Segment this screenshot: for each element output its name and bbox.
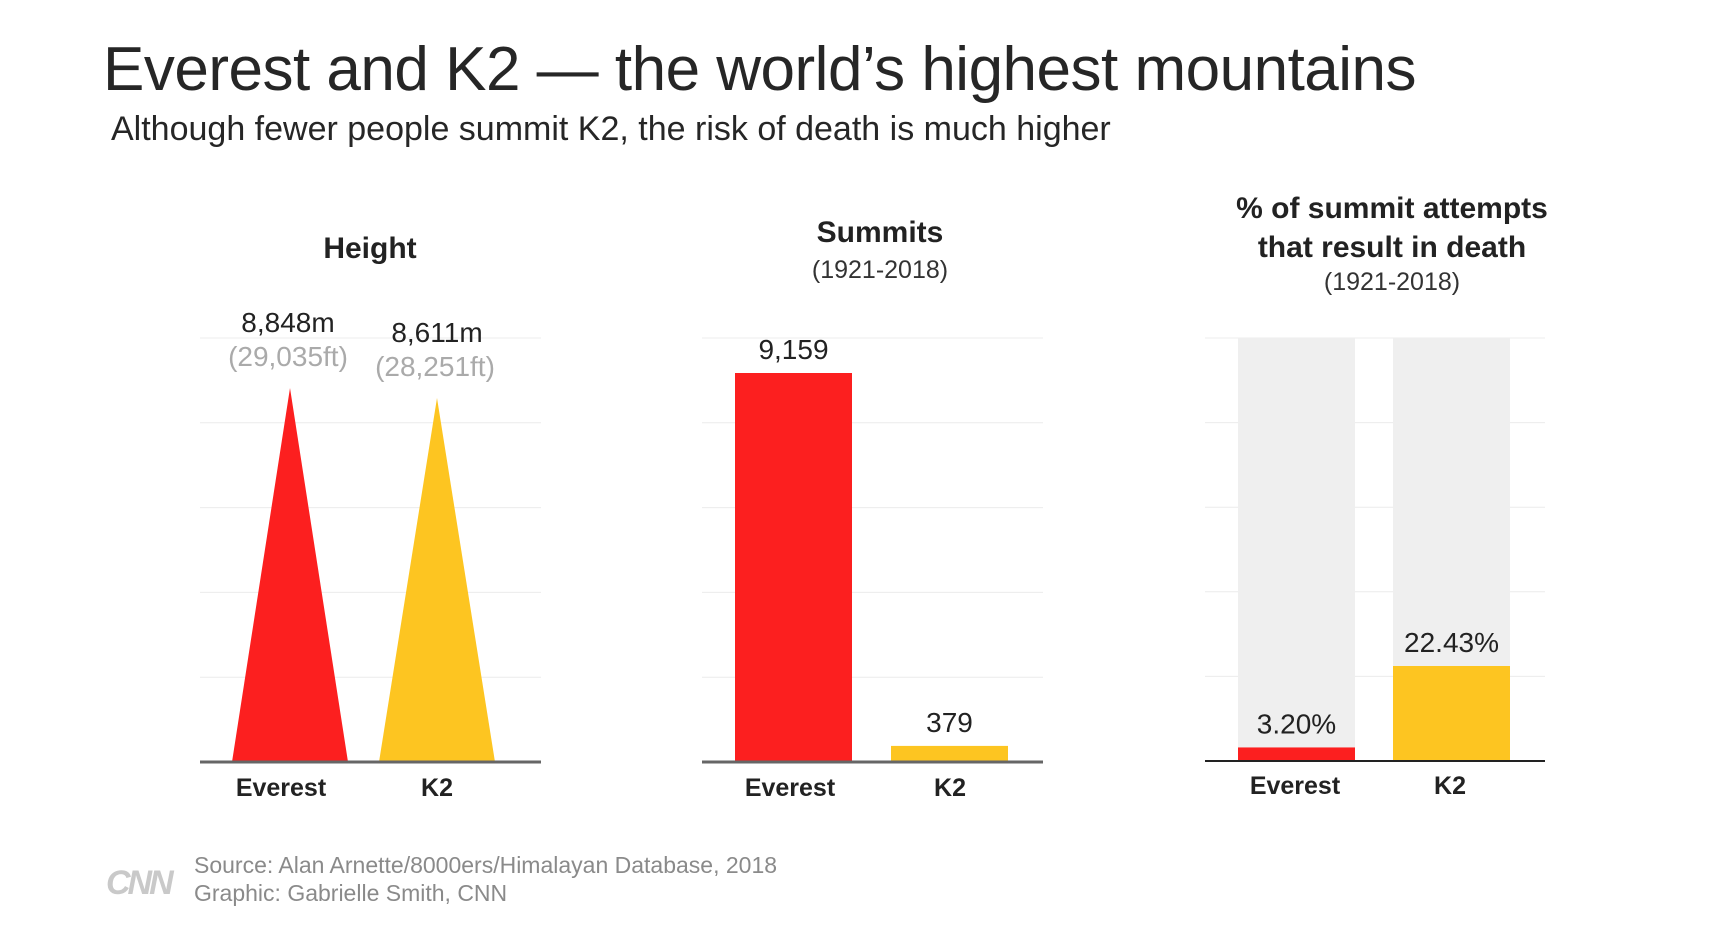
panel-height: Height 8,848m (29,035ft) 8,611m (28,251f… (200, 232, 541, 802)
height-everest-value-label: 8,848m (241, 307, 334, 338)
death-k2-value-label: 22.43% (1404, 627, 1499, 658)
death-everest-value-label: 3.20% (1257, 708, 1336, 739)
height-k2-feet-label: (28,251ft) (375, 351, 495, 382)
death-panel-title-line1: % of summit attempts (1236, 192, 1548, 225)
height-grid (200, 337, 541, 678)
death-panel-subtitle: (1921-2018) (1324, 268, 1460, 296)
height-k2-value-label: 8,611m (391, 317, 482, 348)
death-k2-category-label: K2 (1434, 772, 1466, 800)
footer-credit: Graphic: Gabrielle Smith, CNN (194, 880, 508, 906)
death-everest-track (1238, 338, 1355, 761)
height-everest-feet-label: (29,035ft) (228, 341, 348, 372)
panel-summits: Summits (1921-2018) 9,159 379 Everest K2 (702, 216, 1043, 802)
footer: Source: Alan Arnette/8000ers/Himalayan D… (194, 851, 777, 907)
death-everest-bar (1238, 747, 1355, 761)
height-everest-category-label: Everest (236, 774, 327, 802)
death-everest-category-label: Everest (1250, 772, 1341, 800)
footer-source: Source: Alan Arnette/8000ers/Himalayan D… (194, 852, 778, 878)
height-k2-mark (379, 398, 495, 762)
summits-everest-value-label: 9,159 (758, 334, 828, 365)
chart-subtitle: Although fewer people summit K2, the ris… (111, 110, 1111, 148)
panel-death-rate: % of summit attempts that result in deat… (1205, 192, 1548, 800)
summits-k2-value-label: 379 (926, 707, 973, 738)
summits-panel-title: Summits (817, 216, 944, 249)
chart-title: Everest and K2 — the world’s highest mou… (103, 35, 1417, 104)
cnn-logo: CNN (106, 864, 174, 902)
height-k2-category-label: K2 (421, 774, 453, 802)
height-everest-mark (232, 388, 348, 762)
summits-k2-category-label: K2 (934, 774, 966, 802)
summits-everest-category-label: Everest (745, 774, 836, 802)
summits-everest-bar (735, 373, 852, 762)
death-k2-bar (1393, 666, 1510, 761)
summits-panel-subtitle: (1921-2018) (812, 256, 948, 284)
height-panel-title: Height (323, 232, 416, 265)
summits-k2-bar (891, 745, 1008, 762)
death-panel-title-line2: that result in death (1258, 231, 1526, 264)
